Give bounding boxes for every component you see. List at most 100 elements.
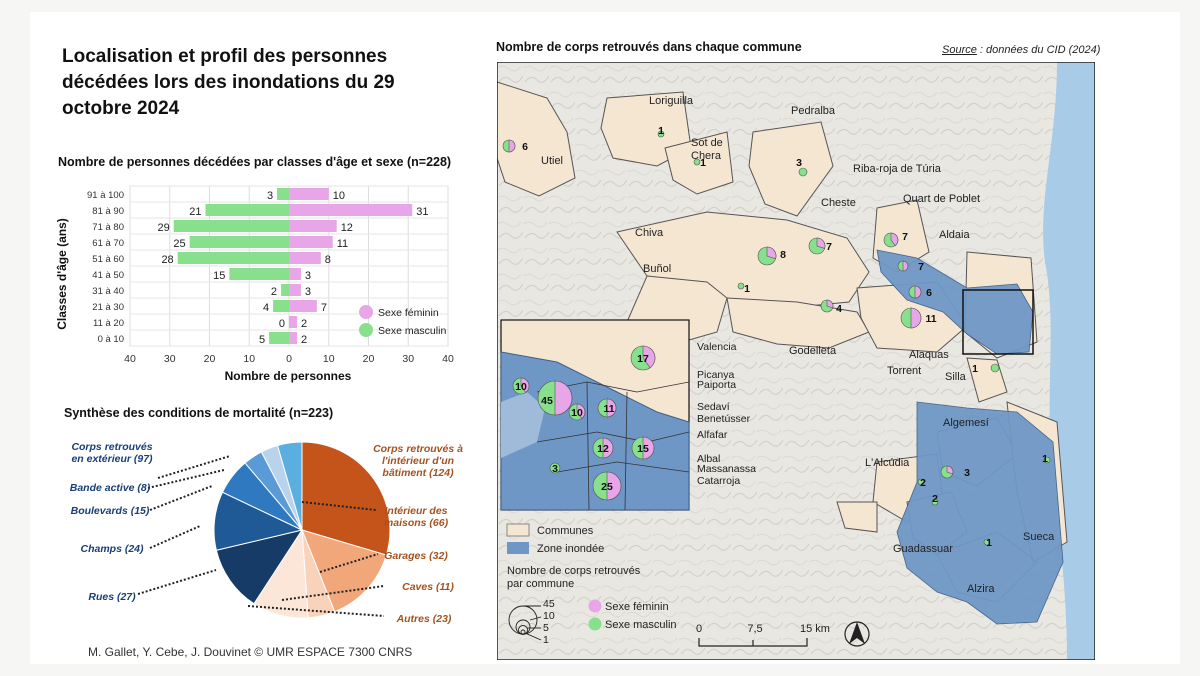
count-label: 12: [597, 443, 609, 455]
map-title: Nombre de corps retrouvés dans chaque co…: [496, 40, 802, 54]
count-label: 25: [601, 481, 613, 493]
credit-line: M. Gallet, Y. Cebe, J. Douvinet © UMR ES…: [88, 645, 413, 659]
leader-maisons: [301, 501, 377, 511]
count-label: 11: [603, 403, 614, 415]
bar-female: [289, 284, 301, 296]
value-label-female: 3: [305, 286, 311, 298]
x-tick-label: 10: [243, 353, 255, 365]
count-label: 10: [515, 381, 527, 393]
count-symbol: 11: [597, 398, 617, 418]
x-tick-label: 20: [204, 353, 216, 365]
pyramid-legend: Sexe féminin Sexe masculin: [359, 305, 446, 337]
leader-bande: [147, 469, 225, 489]
category-label: 91 à 100: [87, 190, 124, 201]
value-label-female: 12: [341, 222, 353, 234]
legend-size-tick-10: [529, 616, 542, 621]
pyramid-x-ticks: 40 30 20 10 0 10 20 30 40: [124, 353, 454, 365]
symbol-male-part: [990, 363, 1000, 373]
symbol-female-part: [554, 380, 573, 416]
place-label: Pedralba: [791, 105, 836, 117]
bar-female: [289, 188, 329, 200]
leader-boulevards: [149, 485, 213, 511]
label-exterieur: Corps retrouvés en extérieur (97): [71, 441, 153, 465]
bar-female: [289, 316, 297, 328]
value-label-female: 3: [305, 270, 311, 282]
zoom-frame: [962, 289, 1034, 355]
inset-place-label: Valencia: [697, 341, 737, 353]
legend-communes-label: Communes: [537, 525, 594, 537]
value-label-male: 2: [271, 286, 277, 298]
label-bande-active: Bande active (8): [70, 482, 151, 494]
pyramid-ylabel: Classes d'âge (ans): [55, 218, 69, 330]
label-champs: Champs (24): [80, 543, 144, 555]
map-legend-male-label: Sexe masculin: [605, 619, 677, 631]
category-label: 51 à 60: [92, 254, 124, 265]
scale-bar: 0 7,5 15 km: [696, 623, 830, 647]
symbol-female-part: [946, 465, 954, 475]
category-label: 81 à 90: [92, 206, 124, 217]
count-label: 6: [522, 141, 528, 153]
value-label-male: 0: [279, 318, 285, 330]
value-label-female: 10: [333, 190, 345, 202]
value-label-male: 15: [213, 270, 225, 282]
category-label: 0 à 10: [98, 334, 124, 345]
label-interieur: Corps retrouvés à l'intérieur d'un bâtimen…: [373, 443, 463, 479]
category-label: 61 à 70: [92, 238, 124, 249]
label-garages: Garages (32): [384, 550, 448, 562]
inset-border-5: [624, 391, 628, 511]
count-symbol: 10: [512, 377, 530, 395]
place-label: Godelleta: [789, 345, 837, 357]
category-label: 21 à 30: [92, 302, 124, 313]
count-label: 7: [902, 231, 908, 243]
page-title: Localisation et profil des personnes déc…: [62, 46, 395, 119]
category-label: 11 à 20: [93, 318, 124, 329]
legend-size-10-label: 10: [543, 610, 555, 622]
place-label: Loriguilla: [649, 95, 694, 107]
x-tick-label: 30: [164, 353, 176, 365]
label-boulevards: Boulevards (15): [71, 505, 150, 517]
bar-female: [289, 300, 317, 312]
count-label: 7: [918, 261, 924, 273]
commune-pedralba: [748, 121, 834, 217]
category-label: 71 à 80: [92, 222, 124, 233]
bar-female: [289, 252, 321, 264]
pie-leaders: [137, 455, 385, 617]
legend-size-1: [520, 629, 526, 635]
symbol-female-part: [826, 299, 834, 309]
label-maisons: Intérieur des maisons (66): [384, 505, 449, 529]
place-label: Riba-roja de Túria: [853, 163, 942, 175]
pie-slices: [213, 441, 391, 619]
leader-champs: [149, 525, 201, 549]
category-label: 41 à 50: [92, 270, 124, 281]
symbol-female-part: [606, 398, 617, 418]
value-label-male: 5: [259, 334, 265, 346]
flood-zone-south: [896, 401, 1064, 625]
place-label: Silla: [945, 371, 967, 383]
place-label: Sot de Chera: [691, 137, 723, 162]
count-label: 7: [826, 241, 832, 253]
bar-male: [189, 236, 289, 248]
count-label: 3: [796, 157, 802, 169]
commune-godelleta: [726, 297, 870, 349]
x-tick-label: 40: [442, 353, 454, 365]
place-label: Alzira: [967, 583, 995, 595]
inset-place-label: Massanassa: [697, 463, 756, 475]
count-label: 8: [780, 249, 786, 261]
count-symbol: 1: [983, 537, 992, 549]
symbol-female-part: [602, 437, 614, 459]
symbol-male-part: [549, 462, 561, 474]
inset-place-label: Benetússer: [697, 413, 751, 425]
source-note: Source : données du CID (2024): [942, 44, 1101, 56]
value-label-female: 2: [301, 318, 307, 330]
inset-border-4: [586, 381, 590, 511]
map-place-labels: Loriguilla Sot de Chera Pedralba Utiel Riba-r…: [541, 95, 1055, 595]
legend-female-marker: [359, 305, 373, 319]
map-legend: Communes Zone inondée Nombre de corps re…: [506, 523, 677, 646]
place-label: Algemesí: [943, 417, 989, 429]
value-label-female: 8: [325, 254, 331, 266]
inset-place-label: Sedaví: [697, 401, 730, 413]
commune-utiel: [497, 81, 576, 197]
symbol-male-part: [983, 538, 991, 546]
